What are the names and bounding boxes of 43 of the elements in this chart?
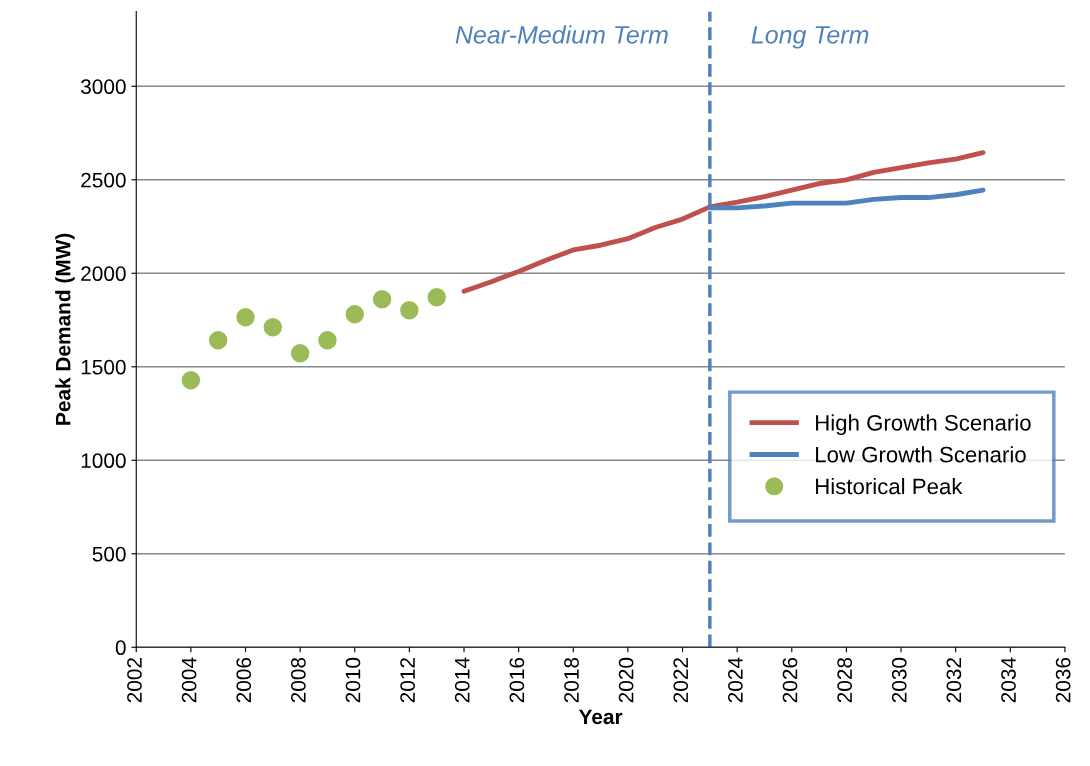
x-tick-label: 2028 (837, 657, 853, 703)
y-tick-label: 2500 (81, 172, 126, 188)
x-tick-label: 2022 (673, 658, 689, 703)
y-tick-label: 1000 (81, 453, 126, 469)
point (318, 331, 337, 350)
x-tick-label: 2032 (946, 658, 962, 703)
annotation: Near-Medium Term (455, 25, 668, 44)
point (290, 344, 310, 363)
x-tick-label: 2012 (400, 658, 415, 703)
y-tick-label: 0 (115, 640, 126, 656)
x-tick-label: 2004 (181, 657, 197, 703)
x-axis-title: Year (578, 709, 623, 725)
x-tick-label: 2016 (509, 657, 525, 703)
x-tick-label: 2010 (345, 657, 361, 703)
x-tick-label: 2018 (564, 657, 579, 703)
point (372, 290, 392, 309)
y-tick-label: 3000 (80, 79, 126, 95)
x-tick-label: 2006 (236, 657, 252, 703)
x-tick-label: 2014 (454, 657, 470, 703)
y-tick-label: 2000 (81, 266, 126, 282)
y-tick-label: 1500 (81, 359, 126, 375)
point (345, 305, 364, 324)
x-tick-label: 2030 (891, 657, 907, 703)
y-tick-label: 500 (92, 546, 126, 562)
legend-label: Low Growth Scenario (816, 446, 1026, 463)
point (427, 288, 446, 307)
point (208, 331, 228, 350)
line-series (461, 150, 986, 294)
legend-label: High Growth Scenario (816, 414, 1031, 436)
point (181, 371, 201, 390)
x-tick-label: 2024 (728, 657, 743, 703)
legend-label: Historical Peak (816, 478, 963, 495)
point (236, 308, 255, 327)
x-tick-label: 2034 (1001, 657, 1016, 703)
x-tick-label: 2036 (1055, 657, 1071, 703)
point (263, 318, 283, 337)
annotation: Long Term (751, 26, 869, 49)
y-axis-title: Peak Demand (MW) (55, 233, 75, 425)
x-tick-label: 2020 (618, 657, 634, 703)
x-tick-label: 2008 (290, 657, 306, 703)
point (400, 301, 419, 320)
x-tick-label: 2026 (782, 657, 798, 703)
x-tick-label: 2002 (127, 658, 142, 703)
